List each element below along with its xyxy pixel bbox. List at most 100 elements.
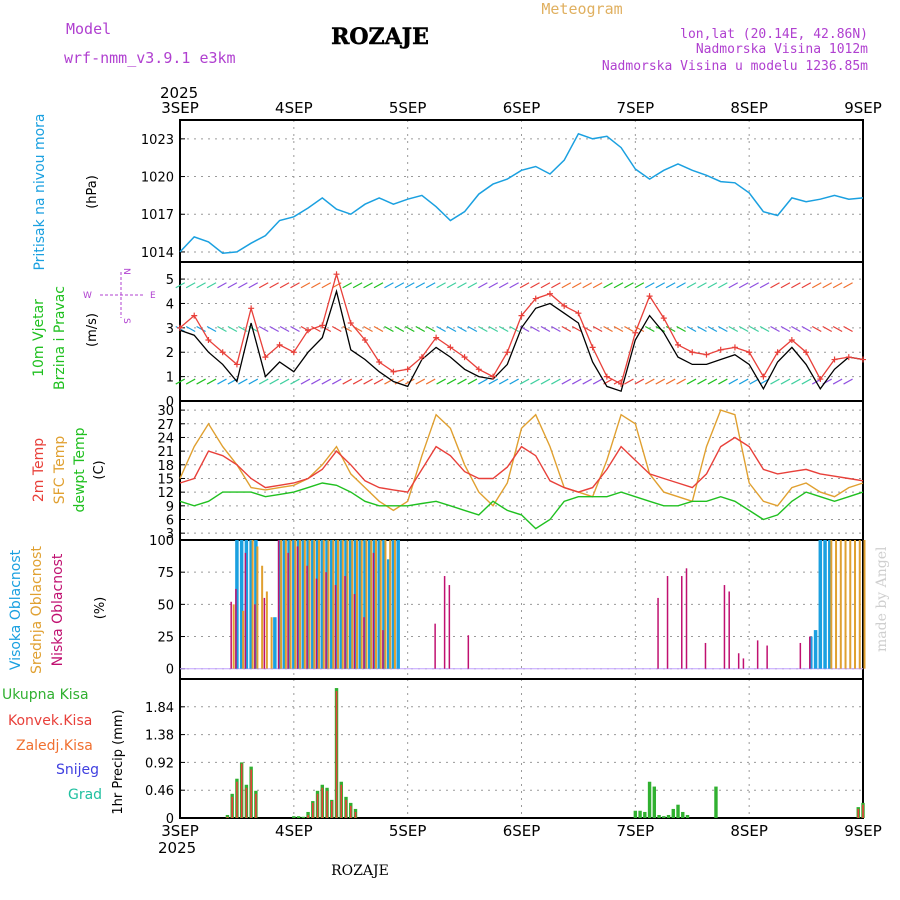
cloud-low-bar [742, 658, 745, 669]
wind-direction-arrow [832, 325, 843, 333]
cloud-high-bar [320, 540, 325, 669]
y-tick-label: 75 [157, 566, 174, 581]
cloud-mid-bar [854, 540, 857, 669]
wind-direction-arrow [363, 378, 373, 385]
wind-direction-arrow [540, 325, 551, 333]
cloud-mid-bar [280, 540, 283, 669]
precip-conv-bar [345, 799, 347, 818]
pressure-ylabel: Pritisak na nivou mora [32, 113, 48, 270]
wind-direction-arrow [801, 325, 812, 333]
footer-station: ROZAJE [331, 863, 389, 879]
top-date-label: 3SEP [161, 99, 199, 117]
wind-direction-arrow [258, 325, 269, 333]
y-tick-label: 18 [157, 459, 174, 474]
wind-compass: W E N S [83, 268, 156, 324]
gust-marker [490, 373, 497, 380]
wind-direction-arrow [697, 282, 707, 289]
y-tick-label: 15 [157, 472, 174, 487]
cloud-mid-bar [849, 540, 852, 669]
wind-direction-arrow [185, 378, 196, 385]
wind-direction-arrow [206, 378, 217, 385]
wind-direction-arrow [770, 378, 780, 385]
gust-marker [546, 290, 553, 297]
cloud-high-bar [349, 540, 353, 669]
wind-direction-arrow [457, 282, 467, 289]
precip-conv-bar [231, 796, 233, 818]
cloud-mid-bar [308, 540, 311, 669]
cloud-high-bar [287, 540, 291, 669]
model-label: Model [66, 20, 111, 38]
precip-total-bar [666, 814, 671, 818]
cloud-high-bar [358, 540, 362, 669]
cloud-mid-bar [284, 540, 287, 669]
precip-conv-bar [326, 790, 328, 818]
wind-direction-arrow [258, 378, 269, 385]
wind-direction-arrow [571, 378, 582, 385]
wind-direction-arrow [551, 325, 561, 333]
wind-direction-arrow [770, 282, 780, 289]
y-tick-label: 3 [166, 527, 174, 542]
precip-conv-bar [240, 763, 243, 818]
wind-direction-arrow [196, 325, 206, 333]
cloud-mid-bar [327, 540, 330, 669]
wind-direction-arrow [279, 378, 290, 385]
wind-direction-arrow [498, 378, 509, 385]
cloud-low-bar [306, 565, 308, 669]
wind-direction-arrow [467, 325, 478, 333]
cloud-mid-bar [360, 540, 363, 669]
gust-marker [746, 349, 753, 356]
y-tick-label: 1014 [141, 246, 174, 261]
bottom-date-label: 5SEP [389, 822, 427, 840]
wind-direction-arrow [791, 325, 801, 333]
y-tick-label: 5 [166, 273, 174, 288]
cloud-high-bar [334, 540, 339, 669]
cloud-mid-bar [232, 604, 235, 669]
cloud-low-ylabel: Niska Oblacnost [50, 553, 66, 666]
cloud-low-bar [363, 617, 365, 669]
precip-conv-bar [226, 816, 229, 818]
y-tick-label: 0 [166, 395, 174, 410]
gust-marker [803, 349, 810, 356]
precip-total-bar [296, 816, 301, 818]
top-year-label: 2025 [160, 84, 198, 102]
wind-direction-arrow [686, 325, 697, 333]
cloud-mid-bar [374, 540, 377, 669]
y-tick-label: 0.46 [145, 784, 174, 799]
wind-direction-arrow [843, 325, 853, 333]
cloud-low-bar [685, 568, 688, 669]
cloud-high-bar [382, 540, 386, 669]
wind-direction-arrow [561, 325, 572, 333]
cloud-low-bar [737, 653, 740, 669]
cloud-low-bar [344, 576, 346, 669]
precip-total-bar [681, 811, 685, 818]
gust-marker [774, 349, 781, 356]
wind-direction-arrow [321, 378, 332, 385]
cloud-high-bar [330, 540, 334, 669]
wind-unit: (m/s) [85, 313, 100, 347]
wind-direction-arrow [457, 325, 467, 333]
gust-marker [418, 354, 425, 361]
cloud-mid-bar [313, 540, 316, 669]
y-tick-label: 100 [149, 534, 174, 549]
wind-direction-arrow [561, 282, 572, 289]
cloud-low-bar [443, 576, 446, 669]
wind-direction-arrow [718, 325, 728, 333]
pressure-unit: (hPa) [85, 175, 100, 209]
wind-direction-arrow [811, 325, 822, 333]
model-elevation-text: Nadmorska Visina u modelu 1236.85m [602, 59, 868, 74]
wind-direction-arrow [498, 325, 509, 333]
wind-direction-arrow [707, 325, 718, 333]
cloud-mid-bar [299, 540, 302, 669]
cloud-low-bar [448, 585, 451, 669]
wind-direction-arrow [373, 378, 384, 385]
wind-direction-arrow [175, 378, 186, 385]
credit-text: made by Angel [874, 546, 890, 652]
wind-direction-arrow [728, 282, 739, 289]
cloud-low-bar [382, 630, 384, 669]
wind-direction-arrow [822, 282, 832, 289]
cloud-mid-bar [322, 540, 325, 669]
top-date-label: 7SEP [617, 99, 655, 117]
wind-direction-arrow [676, 325, 686, 333]
meteogram-label: Meteogram [541, 0, 622, 18]
cloud-mid-bar [379, 540, 382, 669]
